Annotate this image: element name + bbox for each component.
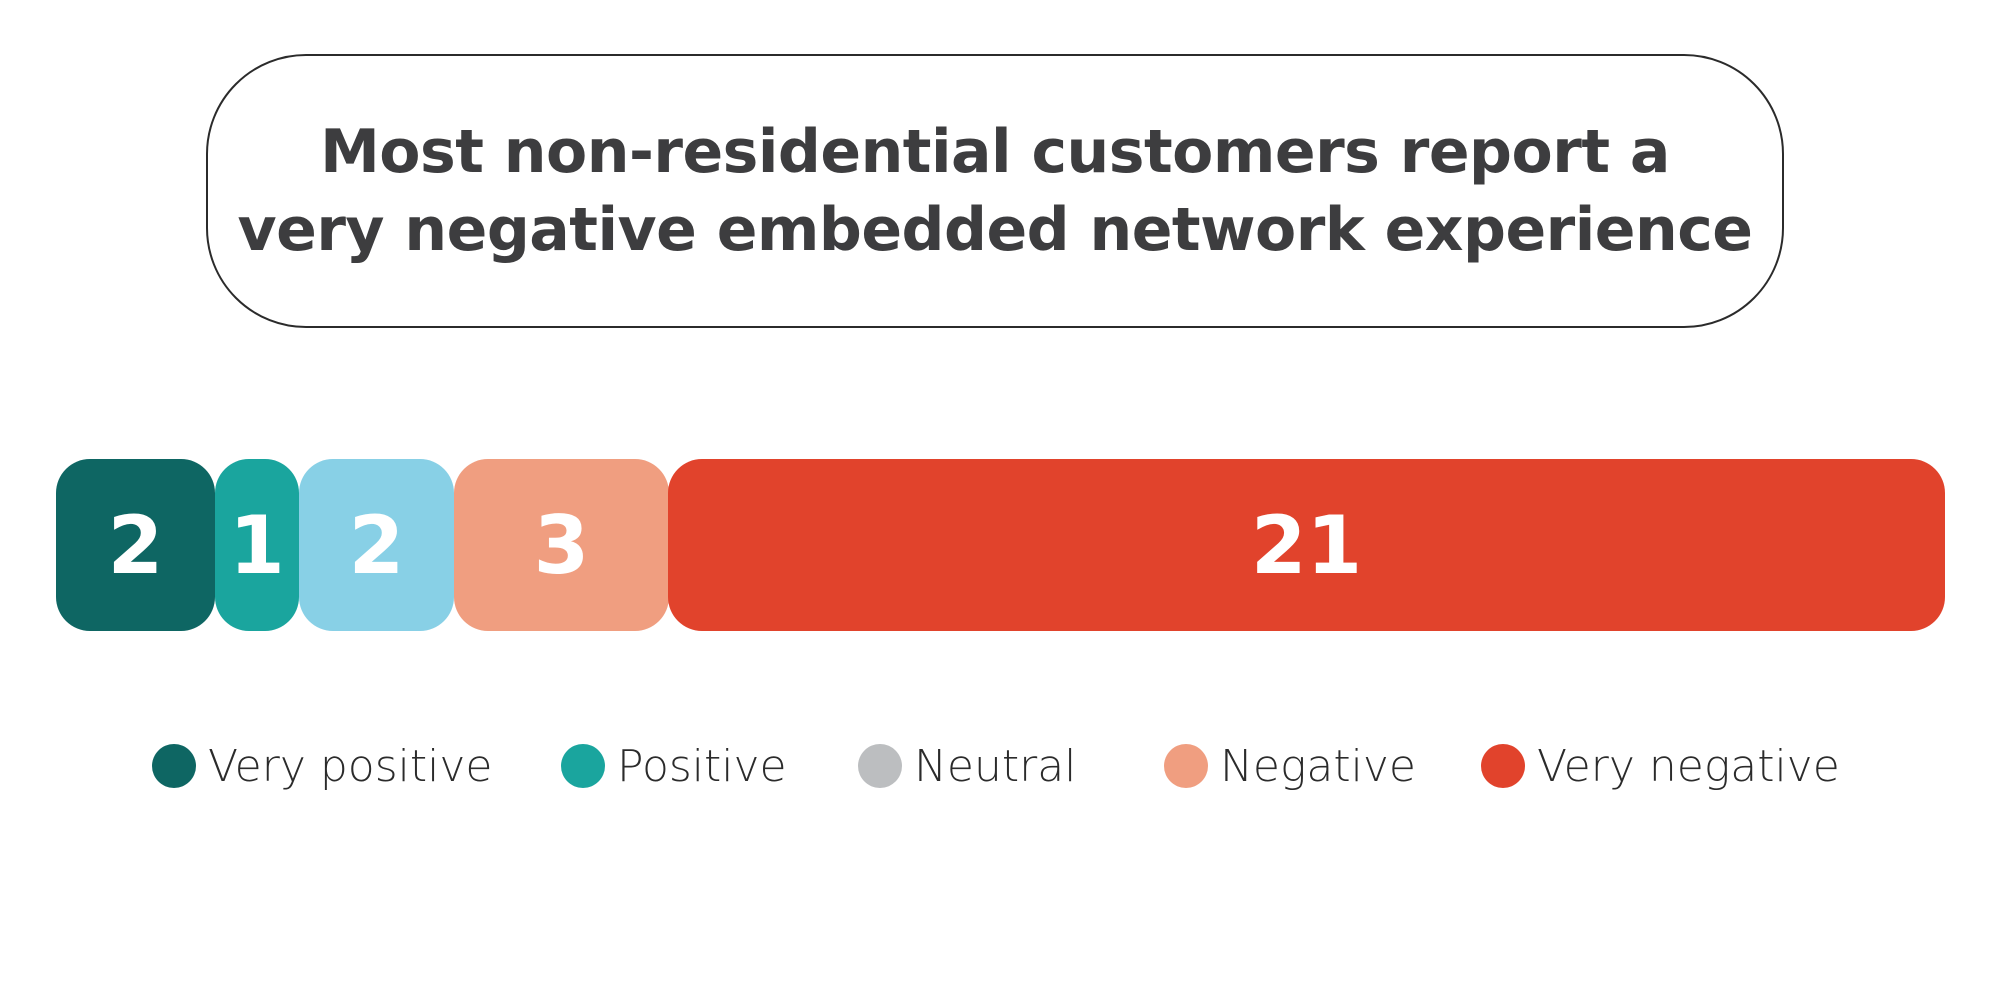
- legend-label: Very positive: [208, 740, 493, 792]
- segment-value: 1: [229, 498, 285, 592]
- legend-label: Very negative: [1537, 740, 1840, 792]
- legend-label: Neutral: [914, 740, 1077, 792]
- title-box: Most non-residential customers report a …: [206, 54, 1784, 328]
- legend-dot-icon: [561, 744, 605, 788]
- bar-segment-very-positive: 2: [56, 459, 215, 631]
- bar-segment-negative: 3: [454, 459, 669, 631]
- segment-value: 2: [107, 498, 164, 592]
- legend-dot-icon: [152, 744, 196, 788]
- segment-value: 21: [1250, 498, 1363, 592]
- legend-label: Negative: [1220, 740, 1416, 792]
- legend-dot-icon: [858, 744, 902, 788]
- legend-item-negative: Negative: [1164, 736, 1416, 796]
- legend-item-very-negative: Very negative: [1481, 736, 1840, 796]
- segment-value: 2: [348, 498, 405, 592]
- chart-title: Most non-residential customers report a …: [238, 113, 1753, 269]
- legend-dot-icon: [1164, 744, 1208, 788]
- bar-segment-neutral: 2: [299, 459, 454, 631]
- legend-dot-icon: [1481, 744, 1525, 788]
- legend: Very positive Positive Neutral Negative …: [0, 736, 2000, 796]
- chart-title-line-2: very negative embedded network experienc…: [237, 195, 1753, 265]
- bar-segment-positive: 1: [215, 459, 299, 631]
- legend-item-positive: Positive: [561, 736, 787, 796]
- chart-title-line-1: Most non-residential customers report a: [320, 117, 1670, 187]
- legend-item-very-positive: Very positive: [152, 736, 492, 796]
- legend-item-neutral: Neutral: [858, 736, 1076, 796]
- bar-segment-very-negative: 21: [668, 459, 1945, 631]
- stacked-bar: 2 1 2 3 21: [56, 459, 1945, 631]
- segment-value: 3: [533, 498, 590, 592]
- legend-label: Positive: [617, 740, 787, 792]
